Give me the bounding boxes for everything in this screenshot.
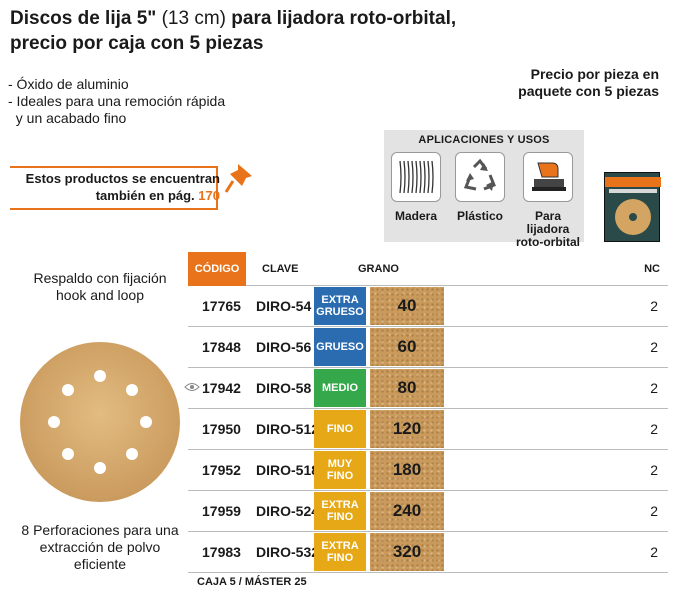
callout-text: Estos productos se encuentran también en…: [25, 171, 220, 203]
grade-badge: EXTRA FINO: [314, 533, 366, 571]
product-clave: DIRO-54: [256, 298, 312, 314]
application-plastic: Plástico: [450, 152, 510, 223]
grit-swatch: 120: [370, 410, 444, 448]
title-size: (13 cm): [161, 8, 226, 29]
nc-value: 2: [650, 339, 658, 355]
table-row[interactable]: 17942 DIRO-58 MEDIO 80 2: [184, 368, 668, 409]
nc-value: 2: [650, 544, 658, 560]
product-code: 17983: [202, 544, 241, 560]
application-label: Plástico: [456, 209, 504, 223]
table-row[interactable]: 17983 DIRO-532 EXTRA FINO 320 2: [188, 532, 668, 573]
perforations-label: 8 Perforaciones para una extracción de p…: [21, 522, 179, 572]
product-clave: DIRO-518: [256, 462, 320, 478]
price-note: Precio por pieza en paquete con 5 piezas: [518, 66, 659, 99]
header-nc: NC: [644, 263, 660, 275]
nc-value: 2: [650, 421, 658, 437]
grade-badge: GRUESO: [314, 328, 366, 366]
page-number: 170: [198, 188, 220, 203]
feature-list: - Óxido de aluminio - Ideales para una r…: [8, 76, 225, 127]
table-row[interactable]: 17959 DIRO-524 EXTRA FINO 240 2: [188, 491, 668, 532]
packaging-note: CAJA 5 / MÁSTER 25: [197, 576, 307, 588]
grit-swatch: 180: [370, 451, 444, 489]
application-wood: Madera: [386, 152, 446, 223]
product-clave: DIRO-56: [256, 339, 312, 355]
grit-swatch: 80: [370, 369, 444, 407]
header-code: CÓDIGO: [188, 252, 246, 286]
grade-badge: MEDIO: [314, 369, 366, 407]
title-line-2: precio por caja con 5 piezas: [10, 33, 264, 54]
grit-swatch: 320: [370, 533, 444, 571]
product-code: 17765: [202, 298, 241, 314]
table-row[interactable]: 17952 DIRO-518 MUY FINO 180 2: [188, 450, 668, 491]
applications-title: APLICACIONES Y USOS: [418, 134, 550, 146]
grit-swatch: 40: [370, 287, 444, 325]
product-code: 17950: [202, 421, 241, 437]
recycle-icon: [463, 158, 496, 191]
feature-item: y un acabado fino: [8, 110, 127, 126]
nc-value: 2: [650, 503, 658, 519]
product-code: 17848: [202, 339, 241, 355]
table-row[interactable]: 17848 DIRO-56 GRUESO 60 2: [188, 327, 668, 368]
product-title: Discos de lija 5" (13 cm) para lijadora …: [10, 6, 480, 56]
table-row[interactable]: 17765 DIRO-54 EXTRA GRUESO 40 2: [188, 286, 668, 327]
product-clave: DIRO-512: [256, 421, 320, 437]
grade-badge: MUY FINO: [314, 451, 366, 489]
nc-value: 2: [650, 380, 658, 396]
grade-badge: EXTRA GRUESO: [314, 287, 366, 325]
product-table: CÓDIGO CLAVE GRANO NC 17765 DIRO-54 EXTR…: [184, 252, 668, 573]
title-bold-part: Discos de lija 5": [10, 8, 157, 29]
grit-swatch: 240: [370, 492, 444, 530]
grit-swatch: 60: [370, 328, 444, 366]
pushpin-icon: [224, 164, 252, 193]
grade-badge: EXTRA FINO: [314, 492, 366, 530]
product-clave: DIRO-58: [256, 380, 312, 396]
wood-grain-icon: [399, 160, 434, 194]
header-clave: CLAVE: [262, 263, 299, 275]
application-label: Madera: [394, 209, 438, 223]
product-code: 17959: [202, 503, 241, 519]
title-bold-part-2: para lijadora roto-orbital,: [231, 8, 457, 29]
grade-badge: FINO: [314, 410, 366, 448]
feature-item: - Óxido de aluminio: [8, 76, 129, 92]
header-grano: GRANO: [358, 263, 399, 275]
application-sander: Para lijadora roto-orbital: [514, 152, 582, 249]
eye-icon[interactable]: [184, 382, 200, 392]
applications-panel: APLICACIONES Y USOS Madera Plástico: [384, 130, 584, 249]
feature-item: - Ideales para una remoción rápida: [8, 93, 226, 109]
product-code: 17952: [202, 462, 241, 478]
sanding-disc-image: [20, 342, 180, 502]
product-package-thumbnail: [604, 172, 661, 242]
orbital-sander-icon: [532, 162, 566, 191]
table-row[interactable]: 17950 DIRO-512 FINO 120 2: [188, 409, 668, 450]
nc-value: 2: [650, 462, 658, 478]
product-clave: DIRO-524: [256, 503, 320, 519]
product-clave: DIRO-532: [256, 544, 320, 560]
product-code: 17942: [202, 380, 241, 396]
table-header: CÓDIGO CLAVE GRANO NC: [188, 252, 668, 286]
nc-value: 2: [650, 298, 658, 314]
backing-label: Respaldo con fijación hook and loop: [33, 270, 167, 303]
application-label: Para lijadora roto-orbital: [516, 209, 580, 249]
page-reference-callout: Estos productos se encuentran también en…: [10, 164, 252, 210]
